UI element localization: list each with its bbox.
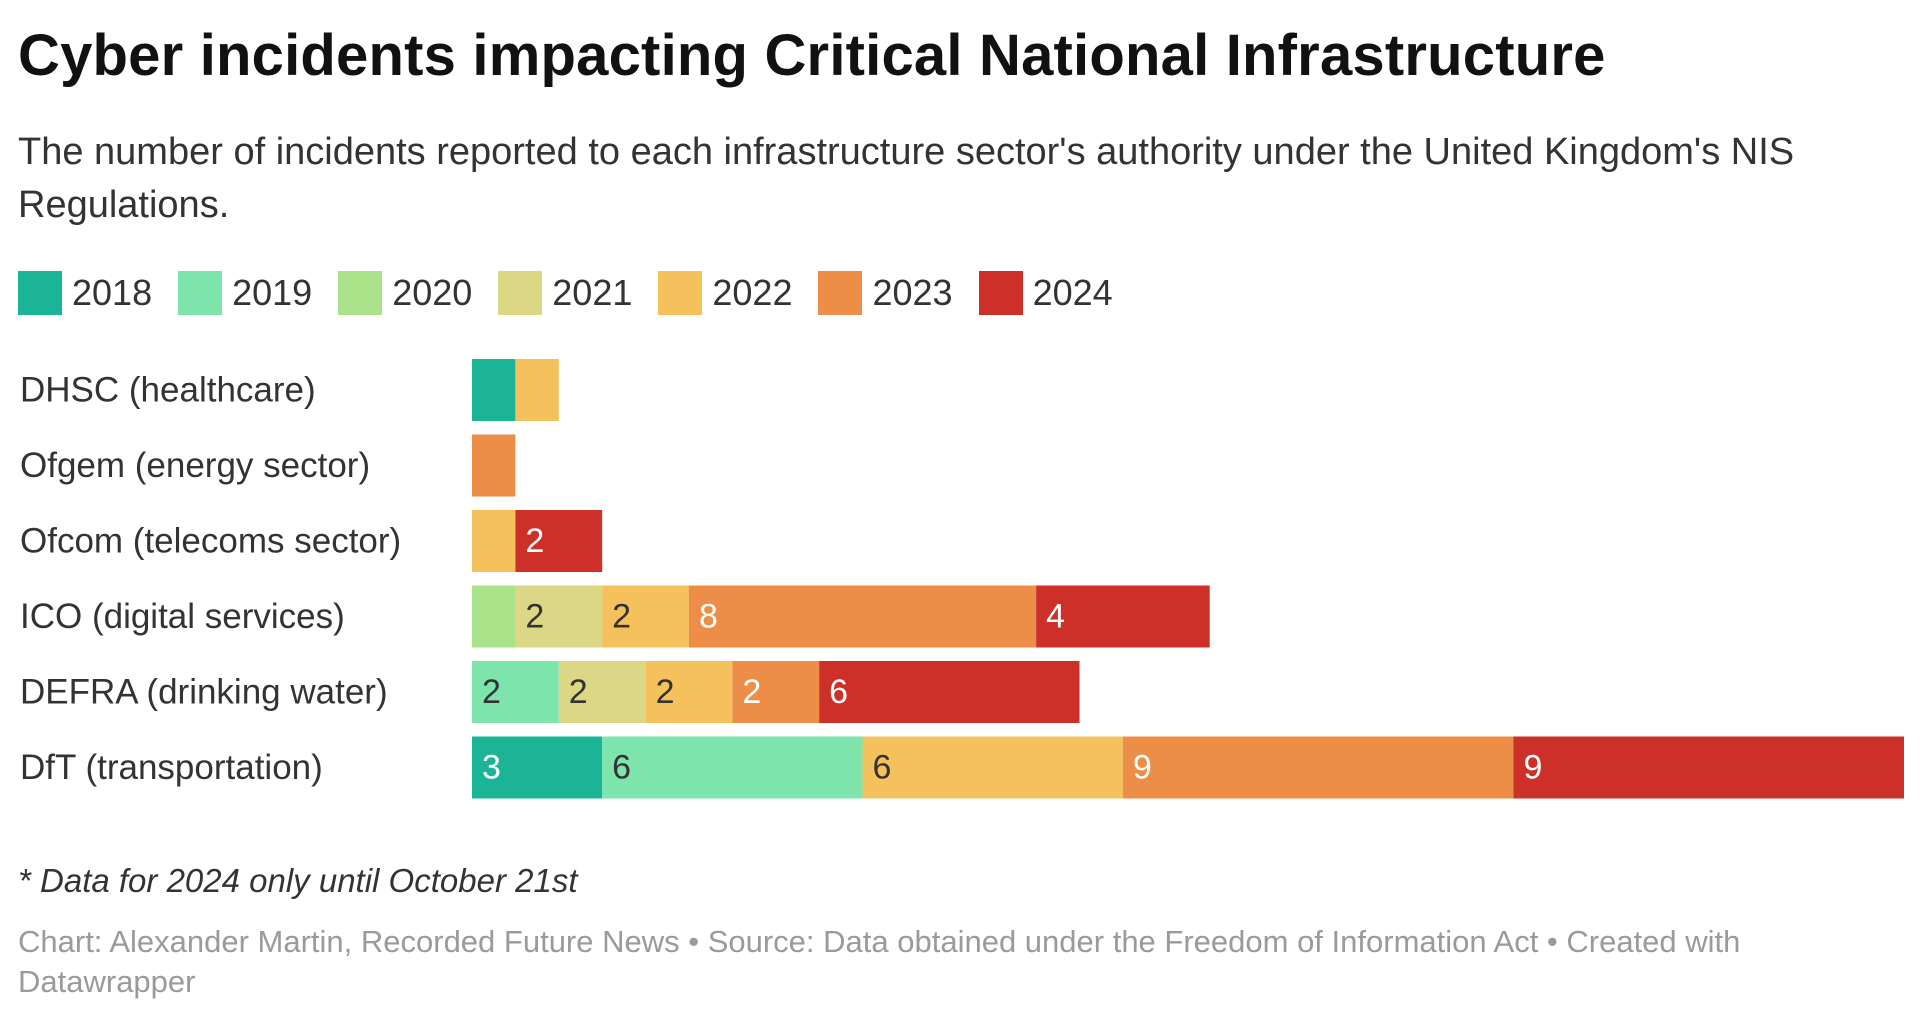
legend-swatch-2019 [178,271,223,315]
bar-segment-2020 [472,585,516,648]
bar-segment-2023 [472,434,516,497]
legend-label-2022: 2022 [712,272,793,313]
legend-item-2020: 2020 [338,271,472,315]
legend-item-2024: 2024 [978,271,1113,315]
bar-segment-2022 [515,359,559,421]
data-label: 3 [482,749,501,787]
legend-label-2018: 2018 [72,272,153,313]
category-label: ICO (digital services) [20,597,345,636]
legend-swatch-2023 [818,271,863,315]
legend-swatch-2021 [498,271,543,315]
data-label: 6 [873,749,892,787]
bar-segment-2018 [472,359,516,421]
legend-item-2018: 2018 [18,271,152,315]
data-label: 2 [482,673,501,711]
data-label: 6 [612,749,631,787]
chart-credits: Chart: Alexander Martin, Recorded Future… [18,924,1741,999]
bar-segment-2024 [1036,585,1210,648]
category-label: Ofcom (telecoms sector) [20,522,401,561]
legend-swatch-2022 [658,271,703,315]
legend-label-2024: 2024 [1032,272,1113,313]
legend-item-2023: 2023 [818,271,953,315]
data-label: 2 [742,673,761,711]
bar-segment-2022 [645,661,733,723]
data-label: 8 [699,598,718,636]
data-label: 6 [829,673,848,711]
data-label: 2 [569,673,588,711]
legend-item-2021: 2021 [498,271,632,315]
bar-segment-2018 [472,736,603,799]
data-label: 2 [656,673,675,711]
chart-title: Cyber incidents impacting Critical Natio… [18,23,1606,88]
legend-label-2023: 2023 [872,272,953,313]
category-label: DEFRA (drinking water) [20,673,388,712]
legend-swatch-2024 [978,271,1023,315]
legend-swatch-2018 [18,271,62,315]
bar-segment-2023 [1122,736,1514,799]
bar-segment-2019 [602,736,863,799]
bar-segment-2021 [558,661,646,723]
category-label: Ofgem (energy sector) [20,446,370,485]
legend-swatch-2020 [338,271,383,315]
bar-segment-2021 [515,585,603,648]
stacked-bar-chart: DHSC (healthcare) Ofgem (energy sector) Of… [20,359,1904,799]
bar-segment-2022 [472,510,516,572]
bar-segment-2023 [688,585,1037,648]
data-label: 9 [1133,749,1152,787]
legend-label-2019: 2019 [232,272,313,313]
chart-legend: 2018 2019 2020 2021 2022 2023 2024 [18,270,1139,316]
bar-segment-2019 [472,661,559,723]
bar-segment-2022 [602,585,689,648]
data-label: 9 [1523,749,1542,787]
legend-label-2021: 2021 [552,272,633,313]
data-label: 4 [1046,598,1065,636]
chart-footnote: * Data for 2024 only until October 21st [18,862,578,899]
legend-item-2022: 2022 [658,271,792,315]
data-label: 2 [525,522,544,560]
chart-subtitle: The number of incidents reported to each… [18,131,1795,226]
legend-label-2020: 2020 [392,272,473,313]
legend-item-2019: 2019 [178,271,312,315]
bar-segment-2024 [1513,736,1904,799]
bar-segment-2024 [819,661,1080,723]
bar-segment-2022 [862,736,1123,799]
category-label: DfT (transportation) [20,748,323,787]
bar-segment-2024 [515,510,603,572]
data-label: 2 [525,598,544,636]
bar-segment-2023 [732,661,820,723]
category-label: DHSC (healthcare) [20,371,316,410]
data-label: 2 [612,598,631,636]
